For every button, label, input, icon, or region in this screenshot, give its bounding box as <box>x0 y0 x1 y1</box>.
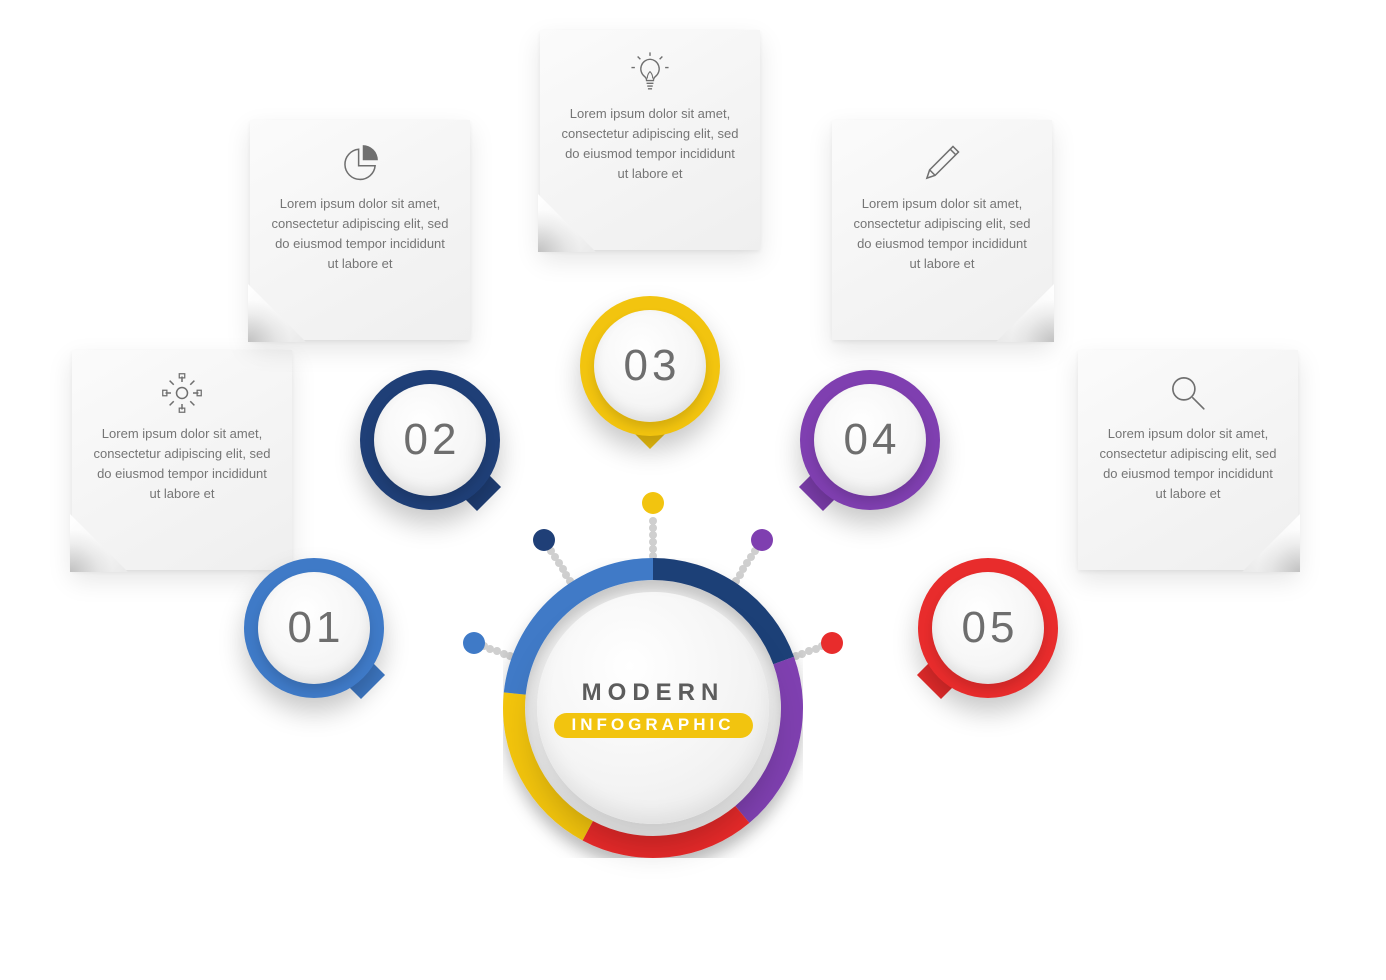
badge-05-num: 05 <box>962 603 1019 653</box>
pencil-icon <box>852 138 1032 188</box>
card-4-text: Lorem ipsum dolor sit amet, consectetur … <box>852 194 1032 275</box>
card-3-text: Lorem ipsum dolor sit amet, consectetur … <box>560 104 740 185</box>
card-3: Lorem ipsum dolor sit amet, consectetur … <box>540 30 760 250</box>
card-1-text: Lorem ipsum dolor sit amet, consectetur … <box>92 424 272 505</box>
badge-03-num: 03 <box>624 341 681 391</box>
card-4: Lorem ipsum dolor sit amet, consectetur … <box>832 120 1052 340</box>
badge-02-num: 02 <box>404 415 461 465</box>
card-1: Lorem ipsum dolor sit amet, consectetur … <box>72 350 292 570</box>
badge-02: 02 <box>360 370 500 510</box>
badge-01-num: 01 <box>288 603 345 653</box>
badge-03: 03 <box>580 296 720 436</box>
search-icon <box>1098 368 1278 418</box>
hub-title-1: MODERN <box>582 679 725 707</box>
badge-04: 04 <box>800 370 940 510</box>
lightbulb-icon <box>560 48 740 98</box>
hub-pill: INFOGRAPHIC <box>554 713 753 738</box>
card-5: Lorem ipsum dolor sit amet, consectetur … <box>1078 350 1298 570</box>
badge-05: 05 <box>918 558 1058 698</box>
badge-01: 01 <box>244 558 384 698</box>
card-5-text: Lorem ipsum dolor sit amet, consectetur … <box>1098 424 1278 505</box>
piechart-icon <box>270 138 450 188</box>
card-2: Lorem ipsum dolor sit amet, consectetur … <box>250 120 470 340</box>
badge-04-num: 04 <box>844 415 901 465</box>
gear-icon <box>92 368 272 418</box>
center-hub: MODERN INFOGRAPHIC <box>503 558 803 858</box>
infographic-stage: Lorem ipsum dolor sit amet, consectetur … <box>0 0 1386 980</box>
hub-title-2: INFOGRAPHIC <box>572 715 735 734</box>
card-2-text: Lorem ipsum dolor sit amet, consectetur … <box>270 194 450 275</box>
